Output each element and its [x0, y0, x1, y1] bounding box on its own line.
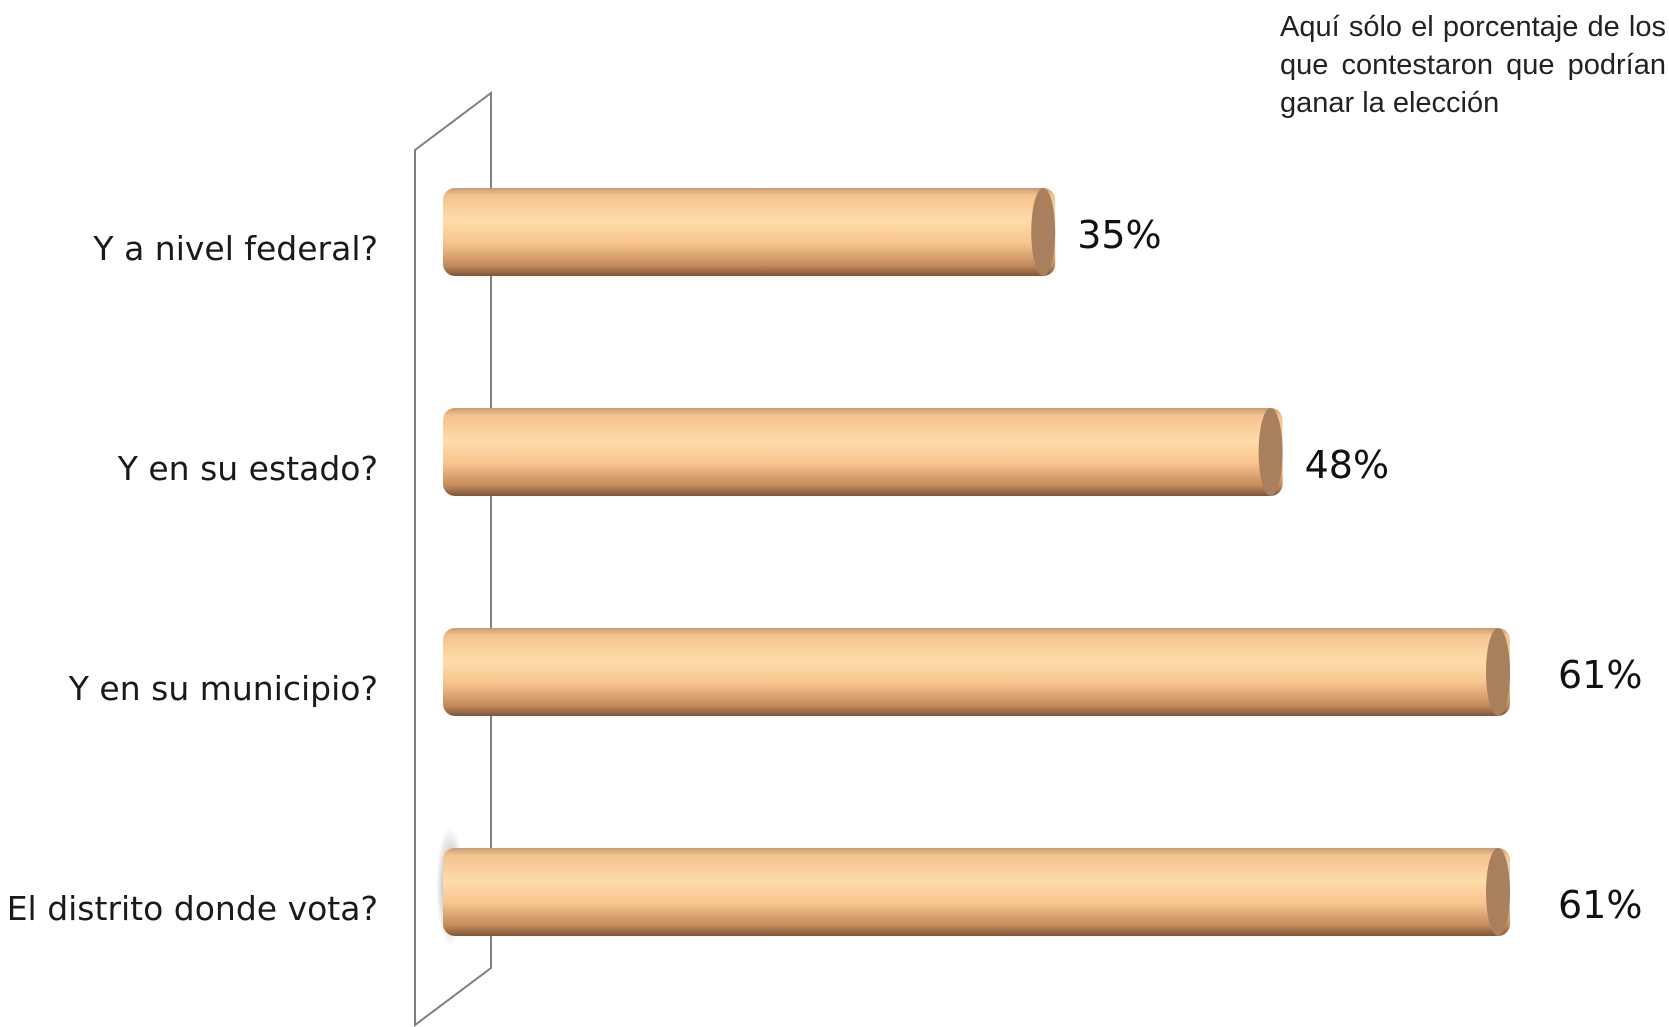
bar-cap-1	[1258, 408, 1283, 496]
bar-1	[443, 408, 1283, 496]
category-label-3: El distrito donde vota?	[7, 889, 378, 928]
bar-cap-2	[1486, 628, 1510, 716]
axis-wall	[414, 91, 492, 1027]
value-label-2: 61%	[1558, 653, 1642, 697]
value-label-1: 48%	[1305, 443, 1389, 487]
bar-cap-0	[1031, 188, 1056, 276]
bar-0	[443, 188, 1056, 276]
category-label-1: Y en su estado?	[117, 449, 378, 488]
category-label-2: Y en su municipio?	[68, 669, 378, 708]
bar-cap-3	[1486, 848, 1510, 936]
chart-note: Aquí sólo el porcentaje de los que conte…	[1280, 11, 1666, 119]
value-label-3: 61%	[1558, 883, 1642, 927]
value-label-0: 35%	[1077, 213, 1161, 257]
bar-2	[443, 628, 1510, 716]
category-label-0: Y a nivel federal?	[92, 229, 378, 268]
bar-3	[443, 848, 1510, 936]
